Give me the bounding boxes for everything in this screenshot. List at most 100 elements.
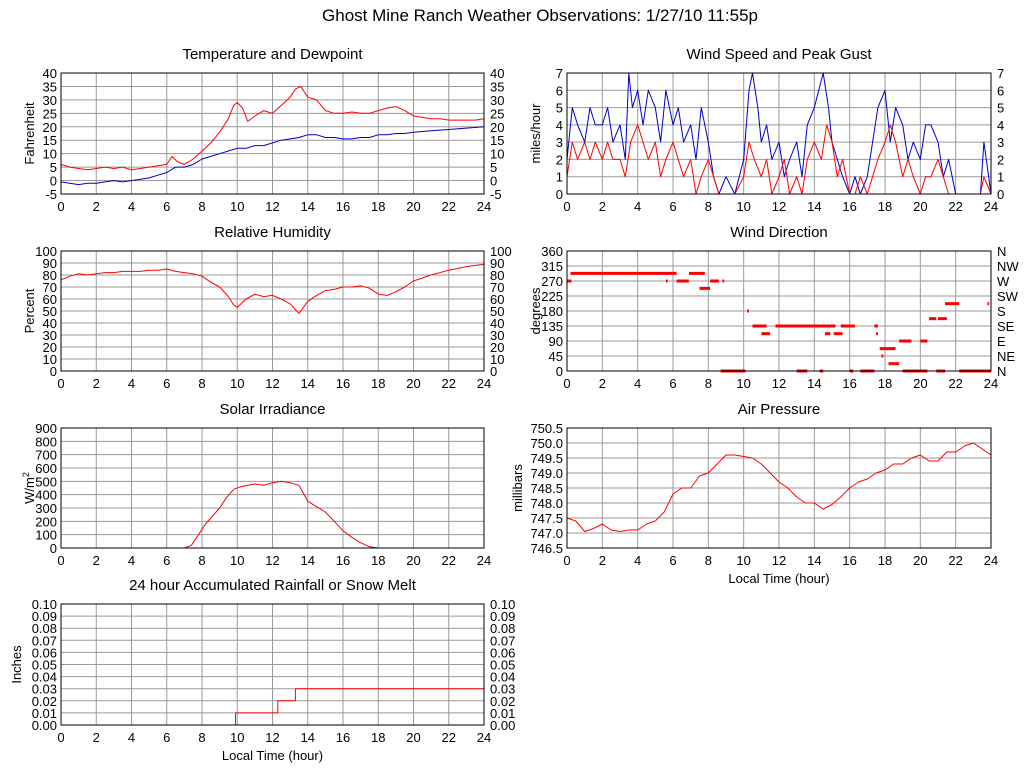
x-tick-label: 0 (57, 553, 64, 568)
x-tick-label: 0 (57, 199, 64, 214)
x-tick-label: 12 (772, 553, 786, 568)
rain-ylabel: Inches (9, 645, 24, 684)
x-tick-label: 24 (477, 376, 491, 391)
x-tick-label: 2 (93, 376, 100, 391)
y-right-tick-label: 70 (490, 280, 504, 295)
pressure-series-air-pressure (566, 442, 992, 532)
x-tick-label: 4 (128, 730, 135, 745)
rh-series-relative-humidity (60, 263, 485, 314)
x-tick-label: 18 (371, 730, 385, 745)
x-tick-label: 22 (442, 553, 456, 568)
x-tick-label: 18 (878, 199, 892, 214)
x-tick-label: 2 (599, 199, 606, 214)
x-tick-label: 24 (984, 553, 998, 568)
x-tick-label: 14 (301, 730, 315, 745)
y-right-tick-label: 40 (490, 316, 504, 331)
temp-series-temperature (60, 85, 485, 171)
y-tick-label: 5 (556, 101, 563, 116)
y-tick-label: 749.0 (530, 466, 563, 481)
y-tick-label: 80 (43, 268, 57, 283)
rh-ylabel: Percent (22, 288, 37, 333)
x-tick-label: 0 (563, 376, 570, 391)
x-tick-label: 8 (198, 730, 205, 745)
y-right-tick-label: 20 (490, 120, 504, 135)
x-tick-label: 6 (163, 553, 170, 568)
wind-plot-frame (566, 72, 992, 195)
x-tick-label: 14 (807, 553, 821, 568)
x-tick-label: 24 (477, 553, 491, 568)
y-tick-label: 0.04 (32, 670, 57, 685)
x-tick-label: 8 (198, 376, 205, 391)
x-tick-label: 24 (477, 730, 491, 745)
y-right-tick-label: 6 (997, 83, 1004, 98)
x-tick-label: 4 (128, 376, 135, 391)
solar-plot-frame (60, 427, 485, 549)
y-right-tick-label: SW (997, 289, 1019, 304)
x-tick-label: 2 (599, 553, 606, 568)
y-right-tick-label: 25 (490, 106, 504, 121)
y-right-tick-label: 60 (490, 292, 504, 307)
wdir-ylabel: degrees (528, 287, 543, 334)
x-tick-label: 2 (93, 730, 100, 745)
pressure-title: Air Pressure (738, 401, 821, 418)
y-tick-label: 0 (50, 541, 57, 556)
y-tick-label: 2 (556, 152, 563, 167)
x-tick-label: 10 (736, 376, 750, 391)
y-tick-label: 750.5 (530, 421, 563, 436)
y-tick-label: 747.0 (530, 526, 563, 541)
temp-ylabel: Fahrenheit (22, 102, 37, 165)
page-title: Ghost Mine Ranch Weather Observations: 1… (322, 6, 758, 25)
x-tick-label: 24 (477, 199, 491, 214)
y-tick-label: 50 (43, 304, 57, 319)
x-tick-label: 12 (772, 199, 786, 214)
x-tick-label: 8 (198, 553, 205, 568)
x-tick-label: 4 (634, 199, 641, 214)
y-tick-label: 0.05 (32, 658, 57, 673)
y-tick-label: 60 (43, 292, 57, 307)
y-right-tick-label: N (997, 244, 1006, 259)
y-tick-label: 0.09 (32, 609, 57, 624)
y-right-tick-label: 0.01 (490, 706, 515, 721)
x-tick-label: 12 (265, 376, 279, 391)
y-tick-label: 270 (541, 274, 563, 289)
x-tick-label: 10 (230, 553, 244, 568)
x-tick-label: 6 (669, 376, 676, 391)
y-tick-label: 7 (556, 66, 563, 81)
y-right-tick-label: 50 (490, 304, 504, 319)
y-tick-label: -5 (45, 187, 57, 202)
x-tick-label: 8 (198, 199, 205, 214)
x-tick-label: 14 (807, 199, 821, 214)
y-tick-label: 315 (541, 259, 563, 274)
y-tick-label: 10 (43, 147, 57, 162)
x-tick-label: 16 (336, 376, 350, 391)
y-tick-label: 6 (556, 83, 563, 98)
x-tick-label: 4 (634, 376, 641, 391)
solar-title: Solar Irradiance (220, 401, 326, 418)
y-right-tick-label: 0.00 (490, 718, 515, 733)
solar-series-solar-irradiance (61, 480, 484, 549)
y-tick-label: 30 (43, 93, 57, 108)
x-tick-label: 14 (301, 376, 315, 391)
y-tick-label: 0.07 (32, 633, 57, 648)
x-tick-label: 16 (336, 553, 350, 568)
y-right-tick-label: N (997, 364, 1006, 379)
x-tick-label: 2 (599, 376, 606, 391)
x-tick-label: 22 (442, 199, 456, 214)
x-tick-label: 10 (230, 199, 244, 214)
rain-plot-frame (60, 603, 485, 726)
rain-chart: 24 hour Accumulated Rainfall or Snow Mel… (9, 577, 515, 763)
x-tick-label: 10 (230, 376, 244, 391)
x-tick-label: 18 (371, 376, 385, 391)
pressure-plot-frame (566, 427, 992, 549)
y-tick-label: 5 (50, 160, 57, 175)
rh-title: Relative Humidity (214, 224, 331, 241)
y-right-tick-label: 30 (490, 93, 504, 108)
x-tick-label: 12 (265, 730, 279, 745)
y-tick-label: 100 (35, 244, 57, 259)
y-tick-label: 40 (43, 66, 57, 81)
